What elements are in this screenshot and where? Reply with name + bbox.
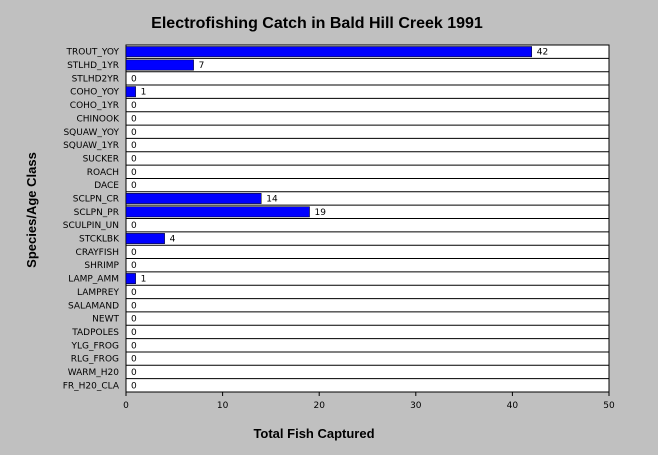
value-label: 7	[199, 61, 205, 71]
value-label: 0	[131, 128, 137, 138]
value-label: 0	[131, 154, 137, 164]
category-label: STCKLBK	[79, 235, 120, 245]
value-label: 42	[537, 48, 548, 58]
x-tick-label: 50	[603, 401, 615, 411]
category-label: SHRIMP	[84, 261, 119, 271]
category-label: CHINOOK	[76, 114, 120, 124]
category-label: LAMP_AMM	[68, 275, 119, 285]
value-label: 1	[141, 88, 147, 98]
category-label: SALAMAND	[68, 301, 119, 311]
value-label: 1	[141, 275, 147, 285]
bar	[125, 86, 136, 98]
value-label: 0	[131, 355, 137, 365]
x-tick-label: 20	[313, 401, 325, 411]
category-labels: TROUT_YOY STLHD_1YR STLHD2YR COHO_YOY COHO_1…	[63, 48, 120, 392]
x-tick-label: 40	[507, 401, 519, 411]
x-axis-title: Total Fish Captured	[253, 426, 374, 441]
category-label: NEWT	[92, 315, 119, 325]
value-label: 0	[131, 368, 137, 378]
bar	[125, 59, 194, 71]
value-label: 0	[131, 261, 137, 271]
category-label: COHO_1YR	[70, 101, 119, 111]
value-label: 0	[131, 181, 137, 191]
category-label: SCLPN_CR	[73, 194, 119, 204]
value-label: 0	[131, 141, 137, 151]
bar	[125, 233, 165, 244]
value-label: 4	[170, 235, 176, 245]
x-tick-label: 0	[123, 401, 129, 411]
category-label: WARM_H20	[68, 368, 120, 378]
value-label: 0	[131, 381, 137, 391]
category-label: CRAYFISH	[76, 248, 119, 258]
category-label: LAMPREY	[77, 288, 120, 298]
category-label: TROUT_YOY	[65, 48, 119, 58]
category-label: SCLPN_PR	[74, 208, 119, 218]
bars	[125, 46, 532, 284]
bar	[125, 193, 262, 204]
value-label: 0	[131, 114, 137, 124]
bar	[125, 206, 310, 218]
category-label: COHO_YOY	[70, 88, 119, 98]
category-label: DACE	[94, 181, 119, 191]
category-label: SCULPIN_UN	[63, 221, 119, 231]
value-label: 0	[131, 341, 137, 351]
category-label: YLG_FROG	[71, 341, 120, 351]
value-label: 0	[131, 248, 137, 258]
gridlines	[126, 57, 609, 380]
y-axis-title: Species/Age Class	[24, 152, 39, 268]
value-label: 0	[131, 328, 137, 338]
value-label: 0	[131, 168, 137, 178]
bar	[125, 46, 532, 58]
value-label: 0	[131, 288, 137, 298]
category-label: FR_H20_CLA	[63, 381, 120, 391]
value-label: 0	[131, 221, 137, 231]
category-label: ROACH	[87, 168, 119, 178]
value-label: 19	[315, 208, 327, 218]
category-label: SUCKER	[83, 154, 119, 164]
x-tick-label: 10	[217, 401, 229, 411]
category-label: STLHD2YR	[72, 74, 119, 84]
value-label: 0	[131, 315, 137, 325]
x-axis-ticks: 0 10 20 30 40 50	[123, 392, 615, 411]
x-tick-label: 30	[410, 401, 422, 411]
chart-title: Electrofishing Catch in Bald Hill Creek …	[151, 15, 483, 32]
value-label: 0	[131, 101, 137, 111]
value-label: 14	[266, 194, 278, 204]
category-label: TADPOLES	[71, 328, 119, 338]
category-label: STLHD_1YR	[67, 61, 119, 71]
category-label: RLG_FROG	[71, 355, 119, 365]
value-label: 0	[131, 74, 137, 84]
bar	[125, 273, 136, 284]
value-label: 0	[131, 301, 137, 311]
category-label: SQUAW_1YR	[63, 141, 119, 151]
category-label: SQUAW_YOY	[63, 128, 119, 138]
